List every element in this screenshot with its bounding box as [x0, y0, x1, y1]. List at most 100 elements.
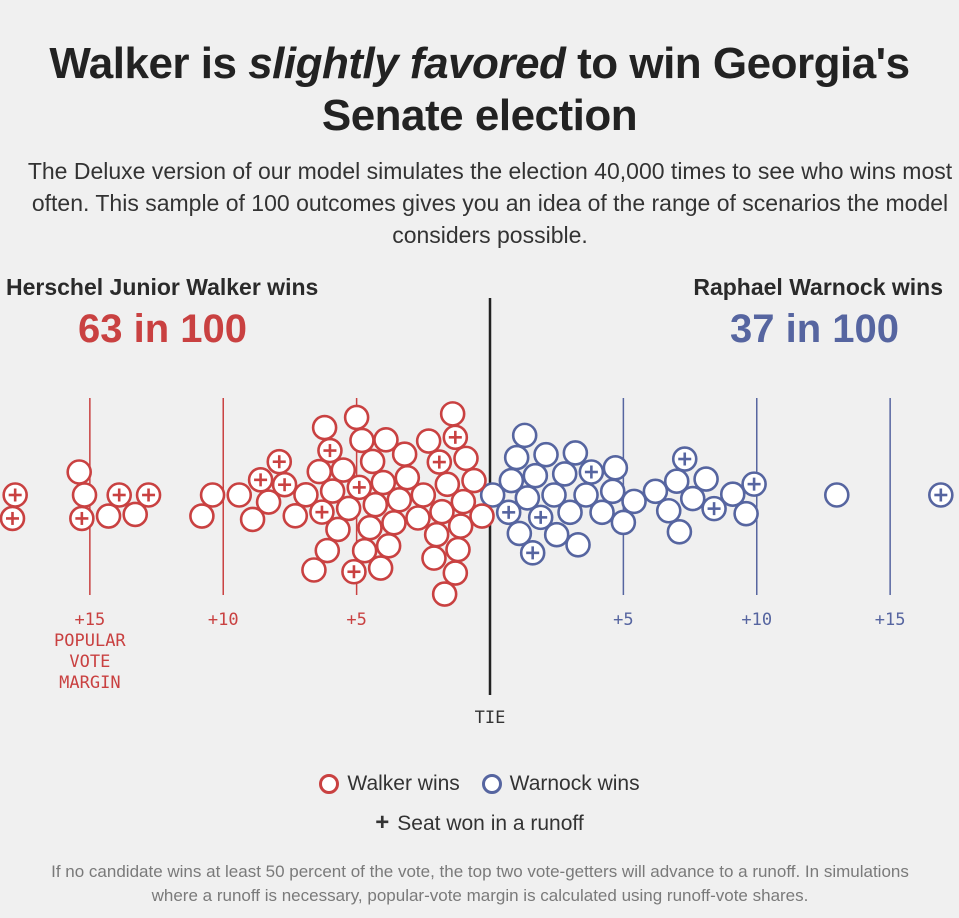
walker-tick-label: +10	[208, 610, 239, 630]
walker-simulation-point	[357, 514, 383, 541]
title-part-2: to win Georgia's Senate election	[321, 39, 910, 140]
warnock-simulation-point	[522, 462, 549, 489]
walker-simulation-point	[66, 459, 92, 485]
walker-simulation-point	[445, 536, 471, 563]
legend-warnock: Warnock wins	[481, 772, 640, 796]
page-title: Walker is slightly favored to win Georgi…	[0, 38, 959, 142]
warnock-simulation-point	[719, 481, 746, 508]
walker-simulation-point	[394, 464, 421, 491]
walker-simulation-point	[199, 482, 226, 508]
walker-simulation-point	[255, 489, 282, 515]
walker-simulation-point	[293, 481, 319, 508]
warnock-simulation-point	[642, 478, 669, 505]
legend-warnock-label: Warnock wins	[509, 772, 640, 795]
warnock-simulation-point	[655, 497, 682, 524]
legend-walker: Walker wins	[319, 772, 460, 796]
walker-simulation-point	[423, 521, 450, 548]
warnock-simulation-point	[479, 482, 506, 508]
walker-simulation-point	[381, 510, 407, 536]
walker-simulation-point	[314, 537, 341, 564]
walker-simulation-point	[450, 488, 477, 515]
walker-simulation-point	[71, 482, 98, 508]
plus-icon: +	[375, 809, 390, 836]
walker-simulation-point	[351, 537, 378, 564]
page-subtitle: The Deluxe version of our model simulate…	[27, 158, 953, 248]
warnock-simulation-point	[565, 531, 591, 558]
walker-simulation-point	[122, 501, 149, 528]
warnock-simulation-point	[589, 499, 615, 526]
x-axis-label-line: VOTE	[69, 652, 110, 672]
walker-simulation-point	[311, 414, 338, 441]
walker-tick-label: +5	[346, 610, 366, 630]
walker-simulation-point	[343, 404, 370, 431]
warnock-simulation-point	[562, 440, 589, 466]
walker-simulation-point	[189, 503, 215, 529]
walker-simulation-point	[239, 506, 266, 533]
warnock-simulation-point	[503, 444, 530, 471]
walker-simulation-point	[439, 401, 466, 427]
warnock-simulation-point	[621, 488, 647, 515]
x-axis-label-line: MARGIN	[59, 673, 120, 693]
walker-simulation-point	[434, 471, 461, 498]
walker-wins-label: Herschel Junior Walker wins	[6, 274, 319, 300]
walker-simulation-point	[370, 469, 397, 496]
walker-simulation-point	[95, 503, 122, 529]
warnock-simulation-point	[693, 466, 719, 492]
walker-simulation-point	[349, 427, 375, 454]
title-emphasis: slightly favored	[248, 39, 566, 88]
tie-label: TIE	[475, 708, 506, 728]
warnock-wins-label: Raphael Warnock wins	[693, 274, 943, 300]
warnock-tick-label: +15	[875, 610, 906, 630]
walker-simulation-point	[226, 482, 253, 508]
warnock-simulation-point	[666, 519, 693, 545]
legend: Walker wins Warnock wins	[0, 772, 959, 800]
warnock-simulation-point	[733, 500, 759, 527]
walker-tick-label: +15	[74, 610, 105, 630]
warnock-tick-label: +10	[741, 610, 772, 630]
warnock-win-count: 37 in 100	[729, 307, 899, 351]
walker-simulation-point	[431, 581, 458, 607]
walker-simulation-point	[319, 478, 346, 504]
walker-simulation-point	[442, 560, 469, 586]
walker-win-count: 63 in 100	[78, 307, 248, 351]
legend-runoff-label: Seat won in a runoff	[397, 812, 584, 835]
warnock-tick-label: +5	[613, 610, 633, 630]
warnock-simulation-point	[679, 485, 706, 512]
walker-circle-icon	[319, 774, 340, 794]
warnock-simulation-point	[557, 499, 583, 526]
warnock-simulation-point	[599, 478, 626, 505]
warnock-simulation-point	[514, 485, 541, 511]
warnock-simulation-point	[602, 455, 629, 481]
warnock-simulation-point	[551, 461, 578, 487]
warnock-simulation-point	[541, 482, 567, 508]
legend-walker-label: Walker wins	[347, 772, 460, 795]
walker-simulation-point	[325, 516, 351, 543]
walker-simulation-point	[375, 533, 402, 559]
walker-simulation-point	[367, 555, 394, 581]
title-part-1: Walker is	[49, 39, 249, 88]
walker-simulation-point	[282, 503, 309, 529]
warnock-simulation-point	[610, 509, 637, 536]
footnote: If no candidate wins at least 50 percent…	[51, 862, 909, 905]
warnock-simulation-point	[663, 468, 690, 495]
walker-simulation-point	[429, 498, 455, 525]
warnock-simulation-point	[543, 521, 570, 548]
warnock-simulation-point	[506, 520, 533, 547]
legend-runoff: + Seat won in a runoff	[0, 809, 959, 837]
walker-simulation-point	[301, 557, 327, 583]
walker-simulation-point	[453, 445, 479, 472]
walker-simulation-point	[469, 503, 495, 529]
walker-simulation-point	[373, 426, 399, 453]
walker-simulation-point	[391, 441, 418, 468]
warnock-circle-icon	[481, 774, 502, 794]
x-axis-label-line: POPULAR	[54, 631, 126, 651]
walker-simulation-point	[405, 505, 431, 531]
walker-simulation-point	[461, 467, 487, 494]
walker-simulation-point	[359, 448, 386, 475]
warnock-simulation-point	[511, 422, 538, 449]
walker-simulation-point	[415, 428, 442, 454]
walker-simulation-point	[421, 545, 447, 571]
warnock-simulation-point	[823, 482, 850, 508]
walker-simulation-point	[306, 458, 333, 485]
